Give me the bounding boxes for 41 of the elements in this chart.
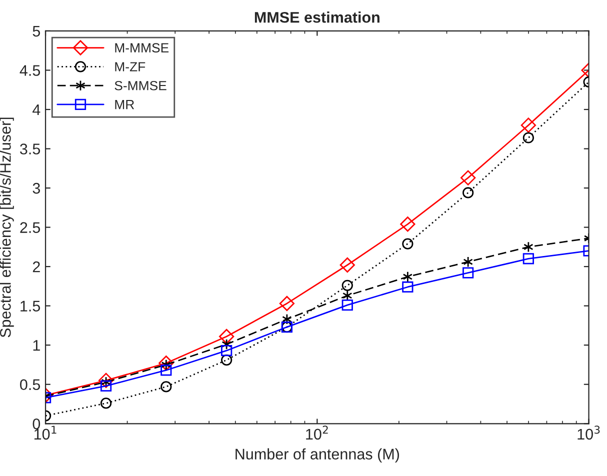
point xyxy=(524,241,534,252)
y-tick-label: 0.5 xyxy=(20,379,40,390)
point xyxy=(522,132,534,144)
legend-label: M-MMSE xyxy=(115,43,169,53)
y-tick-label: 3.5 xyxy=(20,144,40,154)
point xyxy=(221,354,232,366)
point xyxy=(160,381,172,392)
point xyxy=(221,345,232,356)
point xyxy=(462,187,474,198)
y-tick-label: 4 xyxy=(32,104,40,116)
y-axis-title: Spectral efficiency [bit/s/Hz/user] xyxy=(0,118,14,338)
point xyxy=(342,280,353,291)
point xyxy=(98,372,114,388)
point xyxy=(160,364,172,376)
point xyxy=(100,398,112,409)
point xyxy=(400,216,416,232)
legend-label: M-ZF xyxy=(115,62,146,72)
x-tick-label: 10$^{3}$ xyxy=(578,426,600,440)
x-axis-title: Number of antennas (M) xyxy=(236,448,400,463)
y-tick-label: 3 xyxy=(32,182,40,194)
point xyxy=(342,299,353,311)
point xyxy=(279,296,295,312)
point xyxy=(460,170,476,186)
y-tick-label: 2 xyxy=(32,261,40,272)
y-tick-label: 1 xyxy=(33,340,40,351)
legend-label: MR xyxy=(115,100,134,110)
point xyxy=(402,281,414,293)
y-tick-label: 4.5 xyxy=(20,65,40,76)
point xyxy=(462,267,474,278)
chart-title: MMSE estimation xyxy=(254,12,380,23)
point xyxy=(402,238,414,250)
point xyxy=(520,118,536,133)
x-tick-label: 10$^{2}$ xyxy=(306,426,328,440)
point xyxy=(522,253,534,264)
point xyxy=(158,356,174,371)
y-tick-label: 5 xyxy=(32,26,40,37)
legend-label: S-MMSE xyxy=(114,80,166,90)
point xyxy=(340,257,355,273)
y-tick-label: 1.5 xyxy=(20,300,40,312)
y-tick-label: 2.5 xyxy=(20,222,40,233)
point xyxy=(219,328,234,344)
